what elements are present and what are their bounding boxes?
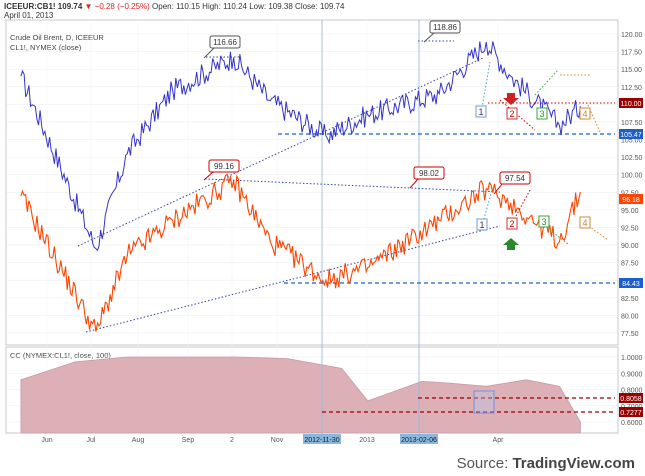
source-prefix: Source: [456,455,513,472]
badge-brent-support: 105.47 [620,132,642,139]
callout-118-86: 118.86 [433,23,457,32]
time-tick-label: Apr [493,437,505,444]
close-value: 109.74 [319,2,345,11]
cc-tick-label: 0.6000 [621,420,643,427]
up-arrow-icon [503,238,519,250]
close-label: Close: [295,2,318,11]
price-tick-label: 102.50 [621,155,643,162]
cc-area-series [20,356,581,434]
price-tick-label: 77.50 [621,331,639,338]
badge-brent-last: 110.00 [621,101,642,108]
brent-wave-labels: 1 2 3 4 [475,105,591,120]
source-credit[interactable]: Source: TradingView.com [457,455,635,472]
wti-wave-label-2: 2 [509,219,514,229]
price-tick-label: 95.00 [621,208,639,215]
wave-label-4: 4 [582,109,587,119]
main-pane-frame [5,19,619,346]
axis-badges: 110.00 105.47 96.18 84.43 0.8058 0.7277 [619,98,643,417]
price-tick-label: 107.50 [621,120,643,127]
price-tick-label: 100.00 [621,173,643,180]
time-tick-label: Jun [41,437,52,444]
price-axis: 120.00 117.50 115.00 112.50 110.00 107.50 105.… [621,32,643,338]
down-arrow-icon [503,93,519,105]
price-tick-label: 90.00 [621,243,639,250]
wti-top-line [204,178,501,193]
date-badge-2: 2013-02-06 [401,437,437,444]
cc-area-fill [20,356,581,434]
cc-tick-label: 0.8000 [621,388,643,395]
time-axis: Jun Jul Aug Sep 2 Nov 2013 Apr [41,437,504,444]
time-tick-label: 2 [230,437,234,444]
wti-wave-labels: 1 2 3 4 [476,215,591,231]
callout-116-66: 116.66 [213,38,237,47]
price-tick-label: 80.00 [621,313,639,320]
price-tick-label: 97.50 [621,190,639,197]
price-tick-label: 92.50 [621,225,639,232]
cc-highlight-box [473,390,495,414]
badge-cc-a: 0.8058 [620,396,642,403]
price-tick-label: 120.00 [621,32,643,39]
low-value: 109.38 [268,2,293,11]
wti-price-line [20,173,581,332]
price-tick-label: 105.00 [621,138,643,145]
open-label: Open: [152,2,174,11]
date-badges: 2012-11-30 2013-02-06 [303,434,438,444]
wti-wave-label-4: 4 [582,218,587,228]
callout-99-16: 99.16 [214,162,235,171]
badge-wti-last: 96.18 [622,197,640,204]
legend-wti: CL1!, NYMEX (close) [10,43,82,52]
low-label: Low: [249,2,267,11]
price-tick-label: 112.50 [621,85,642,92]
wti-wave-label-1: 1 [479,220,484,230]
cc-tick-label: 1.0000 [621,355,643,362]
badge-wti-support: 84.43 [622,281,640,288]
badge-cc-b: 0.7277 [620,410,642,417]
symbol-name: ICEEUR:CB1! [4,2,56,11]
symbol-header: ICEEUR:CB1! 109.74 ▼ −0.28 (−0.25%) Open… [4,2,344,20]
price-tick-label: 82.50 [621,296,639,303]
source-brand: TradingView.com [512,455,635,472]
time-tick-label: Jul [87,437,96,444]
brent-price-line [20,41,581,252]
legend-brent: Crude Oil Brent, D, ICEEUR [10,33,104,42]
high-label: High: [202,2,221,11]
brent-projection [481,61,601,133]
session-date: April 01, 2013 [4,11,54,20]
price-tick-label: 115.00 [621,67,642,74]
wave-label-3: 3 [539,109,544,119]
date-badge-1: 2012-11-30 [304,437,339,444]
legend-cc: CC (NYMEX:CL1!, close, 100) [10,351,111,360]
unused [508,88,515,92]
callout-98-02: 98.02 [419,169,440,178]
price-tick-label: 117.50 [621,50,642,57]
callouts: 116.66 118.86 99.16 98.02 97.54 [203,20,531,195]
callout-97-54: 97.54 [505,174,526,183]
high-value: 110.24 [223,2,247,11]
open-value: 110.15 [176,2,200,11]
wave-label-2: 2 [509,109,514,119]
time-tick-label: 2013 [359,437,375,444]
time-tick-label: Nov [271,437,284,444]
wti-projection [481,189,609,245]
wave-label-1: 1 [478,107,483,117]
cc-tick-label: 0.9000 [621,371,643,378]
time-tick-label: Sep [182,437,195,444]
brent-trendline [77,57,484,247]
wti-trendline [85,225,501,333]
wti-wave-label-3: 3 [541,217,546,227]
price-tick-label: 87.50 [621,261,639,268]
time-tick-label: Aug [132,437,145,444]
price-change: ▼ −0.28 (−0.25%) [84,2,150,11]
last-price: 109.74 [57,2,83,11]
